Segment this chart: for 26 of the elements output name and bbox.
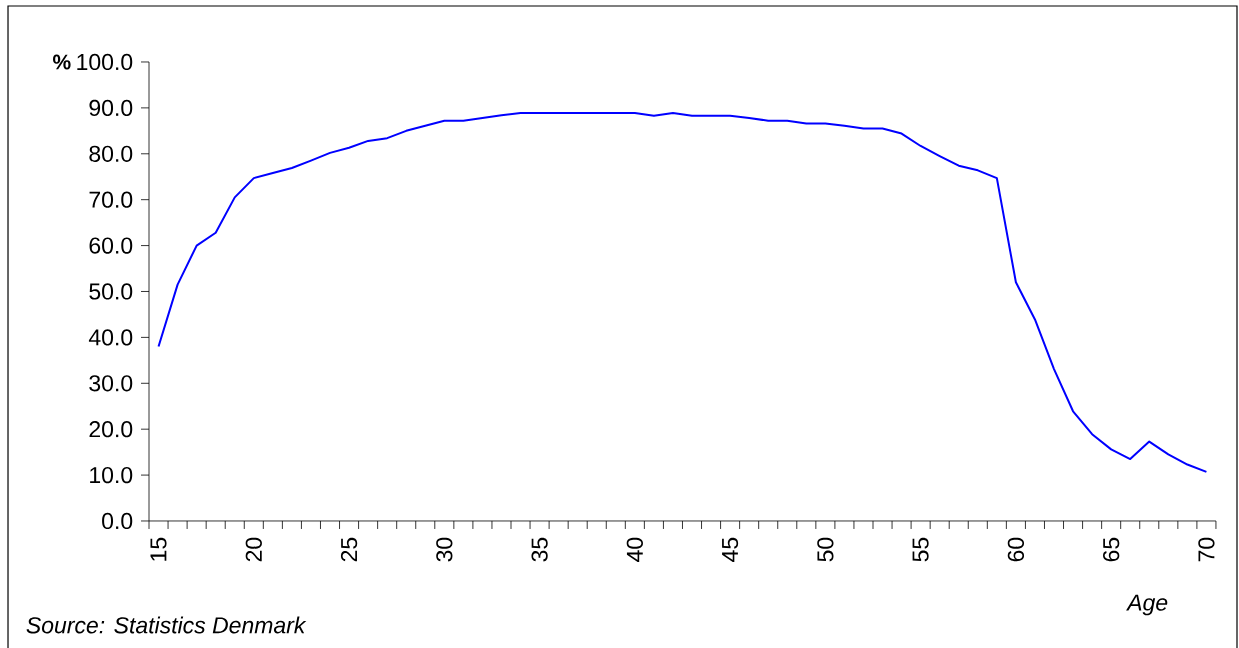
y-tick-label: 30.0: [89, 375, 133, 392]
y-tick-label: 40.0: [88, 329, 133, 346]
x-tick-label: 65: [1103, 537, 1120, 562]
y-tick-label: 10.0: [90, 466, 133, 484]
y-tick-label: 20.0: [89, 421, 133, 438]
x-tick-label: 45: [722, 537, 739, 562]
y-tick-label: 90.0: [89, 99, 133, 117]
y-tick-label: 80.0: [89, 145, 133, 162]
x-tick-label: 55: [912, 537, 929, 562]
x-tick-label: 30: [436, 537, 453, 562]
y-tick-label: 0.0: [102, 512, 133, 530]
x-axis-title: Age: [1126, 594, 1168, 616]
x-tick-label: 40: [626, 537, 643, 562]
y-tick-label: 70.0: [89, 191, 133, 208]
y-axis-title: %: [52, 54, 71, 70]
y-tick-label: 60.0: [89, 237, 133, 254]
source-note: Source: Statistics Denmark: [26, 616, 307, 634]
x-tick-label: 35: [531, 537, 548, 562]
x-tick-label: 70: [1198, 537, 1215, 562]
x-tick-label: 50: [817, 537, 834, 562]
x-tick-label: 20: [245, 537, 262, 562]
x-tick-label: 15: [150, 537, 167, 561]
y-tick-label: 100.0: [77, 53, 133, 71]
x-tick-label: 25: [340, 537, 358, 562]
y-tick-label: 50.0: [89, 283, 133, 300]
x-tick-label: 60: [1007, 537, 1025, 562]
